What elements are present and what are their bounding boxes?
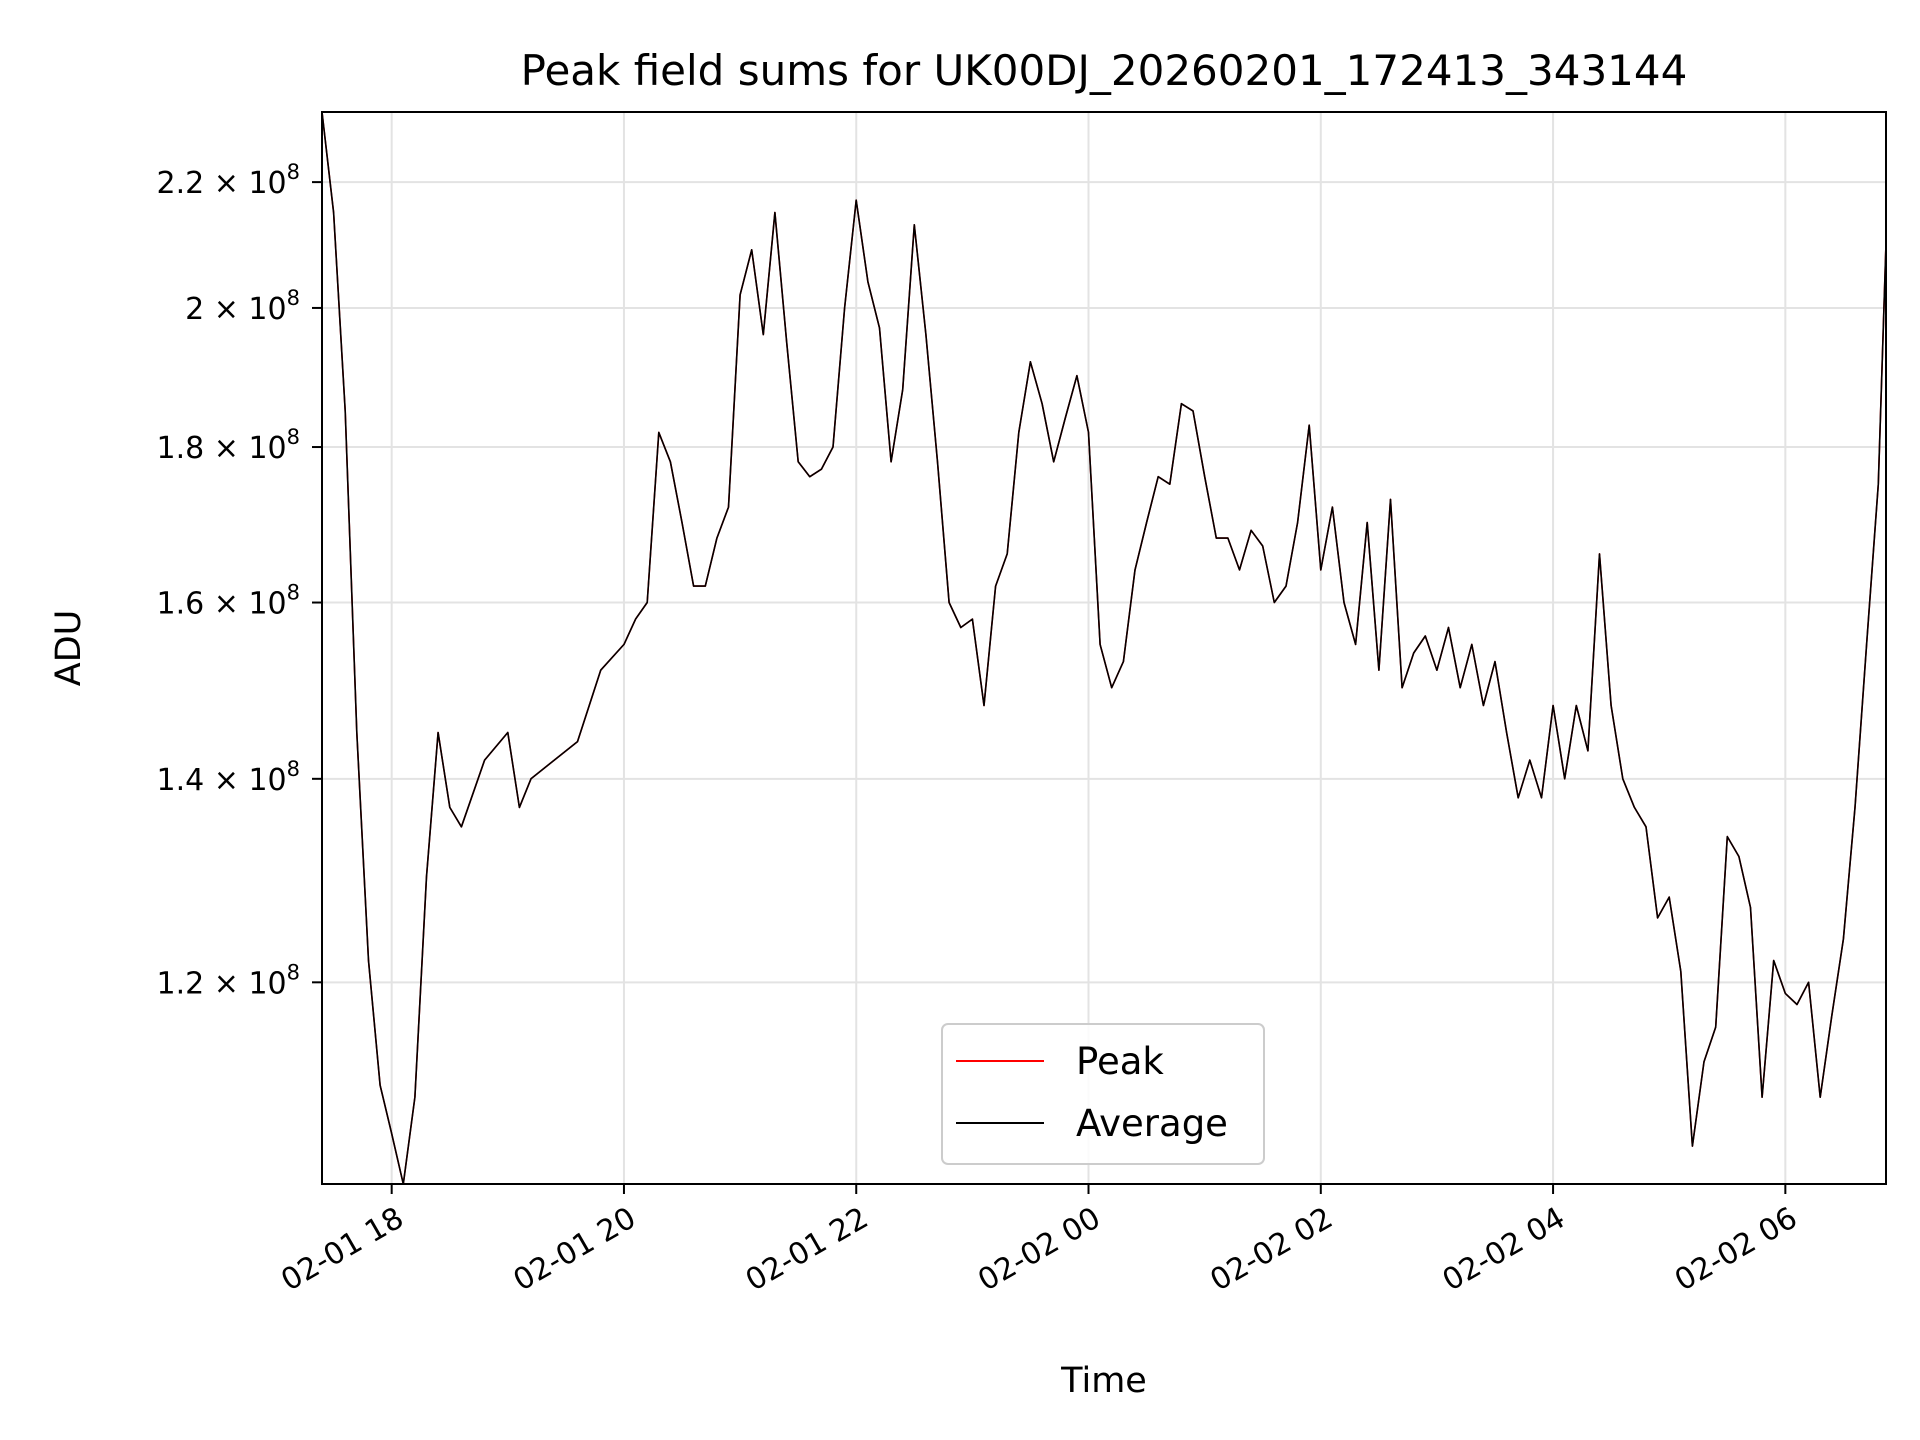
y-axis: 1.2 × 108 1.4 × 108 1.6 × 108 1.8 × 108 2 × … — [157, 160, 322, 1001]
y-tick-label: 1.8 × 108 — [157, 425, 300, 466]
y-axis-label: ADU — [49, 610, 89, 687]
legend: Peak Average — [941, 1023, 1265, 1165]
plot-frame — [321, 111, 1887, 1185]
chart-title: Peak field sums for UK00DJ_20260201_1724… — [521, 46, 1688, 95]
y-tick-label: 1.2 × 108 — [157, 960, 300, 1001]
series-line-average — [322, 112, 1886, 1184]
y-tick-label: 2 × 108 — [185, 286, 300, 327]
legend-label-average: Average — [1076, 1102, 1228, 1145]
legend-label-peak: Peak — [1076, 1040, 1164, 1083]
series-layer — [322, 112, 1886, 1184]
y-tick-label: 1.4 × 108 — [157, 757, 300, 798]
y-tick-label: 1.6 × 108 — [157, 581, 300, 622]
legend-box — [941, 1023, 1265, 1165]
y-tick-label: 2.2 × 108 — [157, 160, 300, 201]
grid-lines — [322, 112, 1886, 1184]
x-axis-label: Time — [1060, 1361, 1147, 1401]
